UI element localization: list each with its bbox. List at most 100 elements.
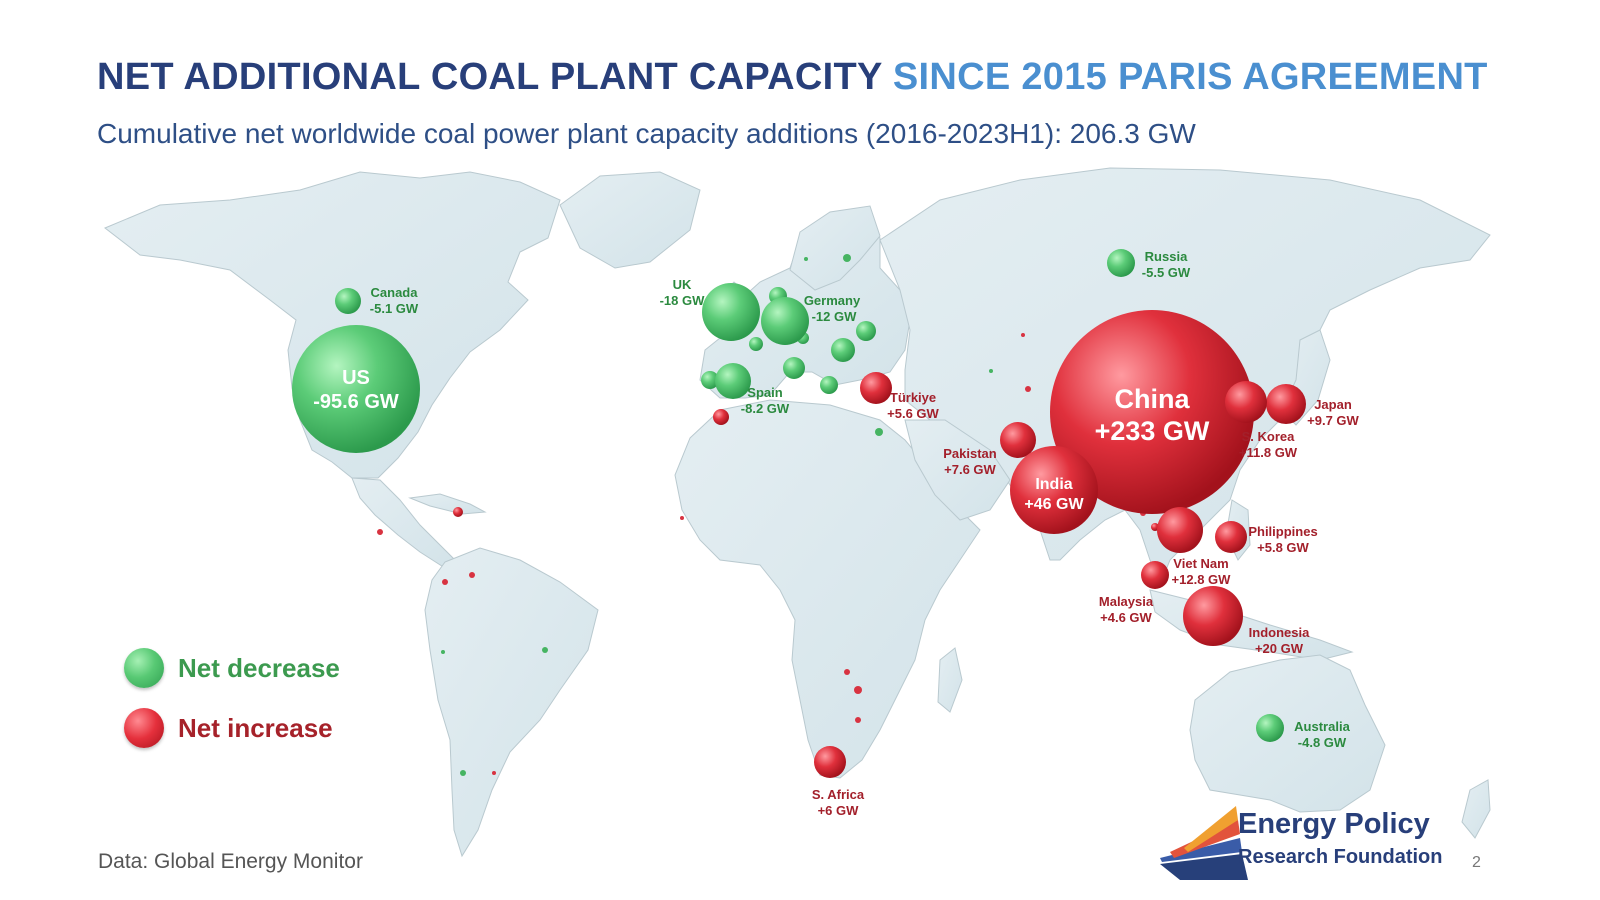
- page-title: NET ADDITIONAL COAL PLANT CAPACITY SINCE…: [97, 56, 1488, 99]
- africa-shape: [674, 399, 981, 779]
- label-spain-name: Spain: [747, 385, 782, 400]
- label-safrica-name: S. Africa: [812, 787, 865, 802]
- bubble-indonesia[interactable]: [1183, 586, 1243, 646]
- minor-marker: [820, 376, 838, 394]
- bubble-canada[interactable]: [335, 288, 361, 314]
- label-pakistan-value: +7.6 GW: [944, 462, 996, 477]
- minor-marker: [492, 771, 496, 775]
- minor-marker: [453, 507, 463, 517]
- arabia-shape: [904, 419, 1011, 521]
- minor-marker: [377, 529, 383, 535]
- greenland-shape: [559, 171, 701, 269]
- minor-marker: [1151, 523, 1159, 531]
- label-us-value: -95.6 GW: [313, 391, 399, 413]
- south-america-shape: [424, 547, 599, 858]
- label-uk-name: UK: [673, 277, 692, 292]
- bubble-pakistan[interactable]: [1000, 422, 1036, 458]
- minor-marker: [843, 254, 851, 262]
- label-germany-name: Germany: [804, 293, 861, 308]
- minor-marker: [680, 516, 684, 520]
- data-source: Data: Global Energy Monitor: [98, 850, 363, 873]
- label-canada-name: Canada: [371, 285, 419, 300]
- bubble-china[interactable]: [1050, 310, 1254, 514]
- bubble-spain[interactable]: [715, 363, 751, 399]
- minor-marker: [844, 669, 850, 675]
- label-uk-value: -18 GW: [660, 293, 706, 308]
- minor-marker: [856, 321, 876, 341]
- label-india-value: +46 GW: [1024, 496, 1084, 513]
- minor-marker: [855, 717, 861, 723]
- label-turkiye-name: Türkiye: [890, 390, 936, 405]
- minor-marker: [701, 371, 719, 389]
- minor-marker: [441, 650, 445, 654]
- bubble-india[interactable]: [1010, 446, 1098, 534]
- legend-green-dot-icon: [124, 648, 164, 688]
- legend-label-decrease: Net decrease: [178, 652, 340, 683]
- label-malaysia-name: Malaysia: [1099, 594, 1154, 609]
- label-malaysia-value: +4.6 GW: [1100, 610, 1152, 625]
- label-vietnam-value: +12.8 GW: [1172, 572, 1232, 587]
- bubble-japan[interactable]: [1266, 384, 1306, 424]
- minor-marker: [460, 770, 466, 776]
- logo-icon: [1160, 806, 1248, 880]
- madagascar-shape: [937, 647, 963, 713]
- label-australia-value: -4.8 GW: [1298, 735, 1347, 750]
- logo-text-line-2: Research Foundation: [1238, 846, 1443, 868]
- bubble-australia[interactable]: [1256, 714, 1284, 742]
- minor-marker: [542, 647, 548, 653]
- label-germany-value: -12 GW: [812, 309, 858, 324]
- label-spain-value: -8.2 GW: [741, 401, 790, 416]
- minor-marker: [783, 357, 805, 379]
- label-philippines-name: Philippines: [1248, 524, 1317, 539]
- label-us-name: US: [342, 367, 370, 389]
- title-part-2: SINCE 2015 PARIS AGREEMENT: [892, 56, 1488, 98]
- country-labels: US -95.6 GW Canada -5.1 GW UK -18 GW Ger…: [313, 249, 1359, 818]
- minor-marker: [854, 686, 862, 694]
- scandinavia-shape: [789, 205, 881, 291]
- label-philippines-value: +5.8 GW: [1257, 540, 1309, 555]
- label-russia-value: -5.5 GW: [1142, 265, 1191, 280]
- bubble-turkiye[interactable]: [860, 372, 892, 404]
- label-vietnam-name: Viet Nam: [1173, 556, 1228, 571]
- bubble-safrica[interactable]: [814, 746, 846, 778]
- caribbean-shape: [408, 493, 487, 515]
- bubble-uk[interactable]: [702, 283, 760, 341]
- label-russia-name: Russia: [1145, 249, 1188, 264]
- label-indonesia-value: +20 GW: [1255, 641, 1304, 656]
- australia-shape: [1189, 654, 1386, 813]
- bubble-us[interactable]: [292, 325, 420, 453]
- label-skorea-name: S. Korea: [1242, 429, 1296, 444]
- label-skorea-value: +11.8 GW: [1239, 445, 1298, 460]
- page-subtitle: Cumulative net worldwide coal power plan…: [97, 118, 1196, 149]
- country-bubbles: [292, 249, 1306, 778]
- label-india-name: India: [1035, 476, 1072, 493]
- label-safrica-value: +6 GW: [818, 803, 860, 818]
- legend-red-dot-icon: [124, 708, 164, 748]
- minor-marker: [1021, 333, 1025, 337]
- label-turkiye-value: +5.6 GW: [887, 406, 939, 421]
- central-america-shape: [351, 477, 456, 569]
- bubble-malaysia[interactable]: [1141, 561, 1169, 589]
- minor-marker: [749, 337, 763, 351]
- minor-marker: [804, 257, 808, 261]
- legend-item-increase: Net increase: [124, 708, 340, 748]
- logo-text-line-1: Energy Policy: [1238, 808, 1430, 840]
- bubble-germany[interactable]: [761, 297, 809, 345]
- bubble-skorea[interactable]: [1225, 381, 1267, 423]
- legend-label-increase: Net increase: [178, 712, 333, 743]
- bubble-russia[interactable]: [1107, 249, 1135, 277]
- new-zealand-shape: [1461, 779, 1491, 839]
- label-japan-name: Japan: [1314, 397, 1352, 412]
- label-pakistan-name: Pakistan: [943, 446, 997, 461]
- bubble-vietnam[interactable]: [1157, 507, 1203, 553]
- minor-marker: [875, 428, 883, 436]
- label-indonesia-name: Indonesia: [1249, 625, 1310, 640]
- minor-marker: [1025, 386, 1031, 392]
- north-america-shape: [104, 171, 561, 479]
- bubble-philippines[interactable]: [1215, 521, 1247, 553]
- label-australia-name: Australia: [1294, 719, 1350, 734]
- legend: Net decrease Net increase: [124, 648, 340, 768]
- title-part-1: NET ADDITIONAL COAL PLANT CAPACITY: [97, 56, 882, 98]
- minor-marker: [831, 338, 855, 362]
